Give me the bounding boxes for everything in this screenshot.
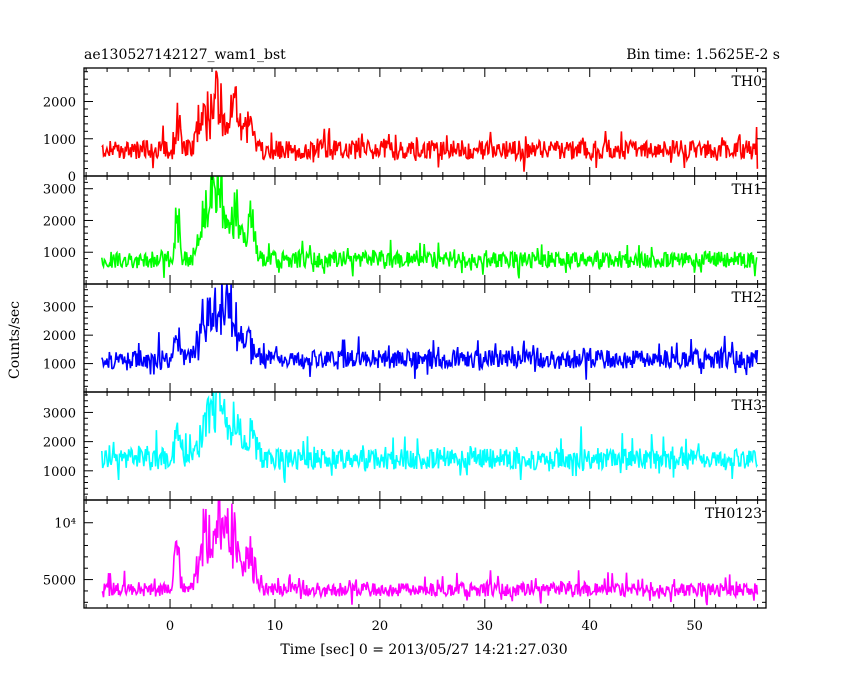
series-line-th2	[101, 284, 759, 380]
panel-frame	[83, 67, 767, 177]
series-line-th0	[101, 70, 759, 172]
panel-th3: TH3 1000 2000 3000	[43, 391, 767, 501]
panel-th0123: TH0123 5000 10⁴ 0 10 20 30 40 50	[43, 499, 767, 634]
panel-label: TH0123	[705, 506, 762, 522]
panel-frame	[83, 499, 767, 609]
y-tick-label: 1000	[43, 246, 76, 261]
y-tick-label: 3000	[43, 406, 76, 421]
panel-frame	[83, 175, 767, 285]
series-line-th1	[101, 176, 758, 279]
y-tick-label: 1000	[43, 133, 76, 148]
y-tick-label: 0	[68, 170, 76, 185]
x-tick-label: 30	[477, 619, 494, 634]
series-line-th0123	[101, 500, 759, 606]
y-tick-label: 2000	[43, 436, 76, 451]
x-tick-label: 0	[166, 619, 174, 634]
panel-label: TH1	[732, 182, 762, 198]
y-tick-label: 5000	[43, 574, 76, 589]
y-tick-label: 1000	[43, 358, 76, 373]
x-tick-label: 10	[267, 619, 284, 634]
panels: TH0 0 1000 2000 TH1 1000 2000 3000 TH2 1000 2000 30…	[43, 67, 767, 634]
x-tick-label: 50	[686, 619, 703, 634]
x-axis-label: Time [sec] 0 = 2013/05/27 14:21:27.030	[280, 642, 567, 658]
y-tick-label: 10⁴	[54, 517, 76, 532]
x-tick-label: 40	[581, 619, 598, 634]
panel-th2: TH2 1000 2000 3000	[43, 283, 767, 393]
y-tick-label: 2000	[43, 329, 76, 344]
y-tick-label: 1000	[43, 465, 76, 480]
y-tick-label: 3000	[43, 183, 76, 198]
panel-label: TH2	[732, 290, 762, 306]
series-line-th3	[101, 392, 759, 483]
panel-th0: TH0 0 1000 2000	[43, 67, 767, 185]
x-tick-label: 20	[372, 619, 389, 634]
figure-title-left: ae130527142127_wam1_bst	[84, 47, 286, 63]
panel-label: TH3	[732, 398, 762, 414]
y-axis-label: Counts/sec	[7, 301, 23, 379]
y-tick-label: 2000	[43, 96, 76, 111]
panel-th1: TH1 1000 2000 3000	[43, 175, 767, 285]
panel-frame	[83, 283, 767, 393]
panel-label: TH0	[732, 74, 762, 90]
y-tick-label: 2000	[43, 214, 76, 229]
y-tick-label: 3000	[43, 301, 76, 316]
figure-title-right: Bin time: 1.5625E-2 s	[626, 47, 780, 63]
